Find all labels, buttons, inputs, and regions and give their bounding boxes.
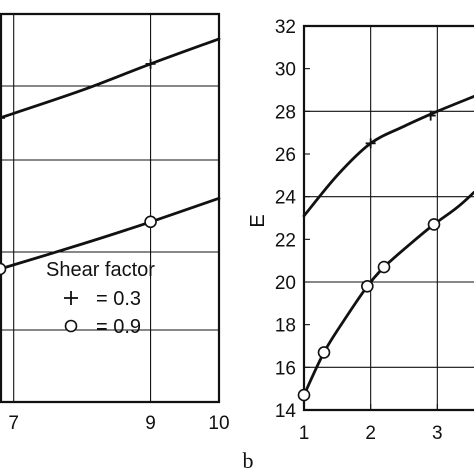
legend: Shear factor = 0.3 = 0.9 <box>46 259 155 338</box>
data-point-circle <box>317 346 331 359</box>
series-line-shear-0.9 <box>0 196 221 271</box>
right-chart-panel: 14 16 18 20 22 24 26 28 30 32 1 2 3 <box>275 17 474 444</box>
data-point-circle <box>377 260 391 274</box>
y-tick-label: 14 <box>275 401 297 422</box>
y-tick-label: 20 <box>275 273 296 294</box>
series-line-shear-0.9 <box>302 191 474 397</box>
series-line-shear-0.3 <box>0 37 221 120</box>
y-tick-label: 28 <box>275 102 296 123</box>
left-plot-frame <box>0 12 221 404</box>
y-tick-label: 22 <box>275 230 296 251</box>
y-axis-label: E <box>247 214 269 227</box>
panel-label: b <box>243 448 254 473</box>
y-tick-label: 30 <box>275 60 296 81</box>
data-point-circle <box>427 218 441 231</box>
legend-entry-circle: = 0.9 <box>64 316 141 338</box>
left-chart-panel: 7 9 10 <box>0 12 230 434</box>
y-tick-label: 24 <box>275 188 297 209</box>
right-plot-frame <box>302 24 474 412</box>
data-point-circle <box>0 262 7 276</box>
legend-label-circle: = 0.9 <box>96 316 141 338</box>
legend-circle-marker <box>64 319 78 333</box>
series-line-shear-0.3 <box>302 95 474 218</box>
data-point-circle <box>297 388 311 402</box>
y-tick-label: 18 <box>275 316 296 337</box>
x-tick-label: 3 <box>432 423 443 444</box>
x-tick-label: 7 <box>8 413 19 434</box>
y-tick-label: 32 <box>275 17 296 38</box>
x-tick-label: 2 <box>365 423 376 444</box>
data-point-circle <box>144 215 157 229</box>
x-tick-label: 9 <box>145 413 156 434</box>
legend-label-plus: = 0.3 <box>96 288 141 310</box>
x-tick-label: 10 <box>208 413 229 434</box>
data-point-circle <box>361 279 374 293</box>
legend-title: Shear factor <box>46 259 155 281</box>
y-tick-label: 16 <box>275 358 296 379</box>
legend-entry-plus: = 0.3 <box>64 288 141 310</box>
x-tick-label: 1 <box>299 423 310 444</box>
y-tick-label: 26 <box>275 145 296 166</box>
